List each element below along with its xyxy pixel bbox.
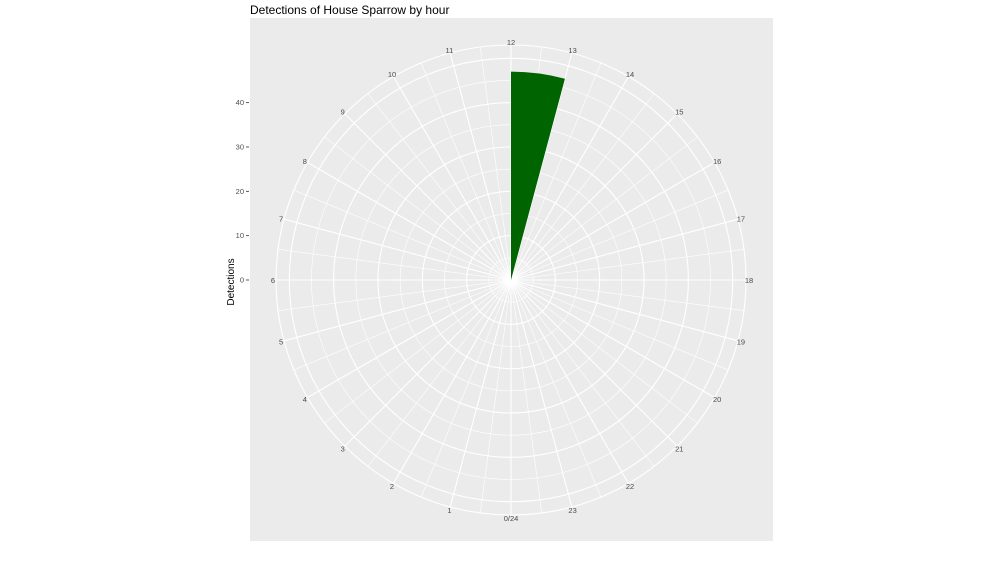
minor-grid-radial [510, 279, 655, 467]
major-grid-radial [449, 52, 512, 281]
minor-grid-radial [480, 46, 512, 281]
hour-tick-label: 16 [713, 157, 721, 166]
y-tick-label: 40 [236, 98, 244, 107]
minor-grid-radial [510, 279, 542, 514]
hour-tick-label: 18 [745, 276, 753, 285]
major-grid-radial [510, 279, 715, 398]
hour-tick-label: 21 [675, 444, 683, 453]
minor-grid-radial [510, 279, 729, 371]
minor-grid-radial [510, 279, 698, 424]
hour-tick-label: 0/24 [504, 514, 519, 523]
hour-tick-label: 22 [626, 482, 634, 491]
y-tick-label: 30 [236, 142, 244, 151]
hour-tick-label: 13 [568, 46, 576, 55]
minor-grid-radial [324, 136, 512, 281]
major-grid-radial [393, 76, 512, 281]
minor-grid-radial [420, 279, 512, 498]
major-grid-radial [283, 279, 512, 342]
minor-grid-radial [367, 279, 512, 467]
major-grid-radial [307, 279, 512, 398]
major-grid-radial [510, 279, 573, 508]
y-tick-label: 0 [240, 276, 244, 285]
hour-tick-label: 9 [341, 108, 345, 117]
hour-tick-label: 2 [390, 482, 394, 491]
hour-tick-label: 10 [388, 70, 396, 79]
hour-tick-label: 14 [626, 70, 634, 79]
hour-tick-label: 7 [279, 214, 283, 223]
hour-tick-label: 5 [279, 338, 283, 347]
hour-tick-label: 15 [675, 108, 683, 117]
minor-grid-radial [367, 93, 512, 281]
minor-grid-radial [510, 93, 655, 281]
y-tick-label: 10 [236, 231, 244, 240]
y-axis-label: Detections [226, 258, 237, 305]
hour-tick-label: 4 [303, 395, 307, 404]
major-grid-radial [510, 76, 629, 281]
minor-grid-radial [277, 249, 512, 281]
minor-grid-radial [510, 279, 745, 311]
major-grid-radial [393, 279, 512, 484]
hour-tick-label: 17 [737, 214, 745, 223]
minor-grid-radial [510, 249, 745, 281]
minor-grid-radial [510, 189, 729, 281]
major-grid-radial [344, 279, 512, 447]
major-grid-radial [307, 162, 512, 281]
major-grid-radial [283, 218, 512, 281]
minor-grid-radial [510, 136, 698, 281]
minor-grid-radial [480, 279, 512, 514]
hour-tick-label: 12 [507, 38, 515, 47]
bar-hour-12 [511, 71, 565, 280]
hour-tick-label: 3 [341, 444, 345, 453]
major-grid-radial [510, 162, 715, 281]
major-grid-radial [510, 218, 739, 281]
minor-grid-radial [324, 279, 512, 424]
hour-tick-label: 11 [446, 46, 454, 55]
hour-tick-label: 1 [447, 506, 451, 515]
major-grid-radial [510, 279, 739, 342]
major-grid-radial [510, 113, 678, 281]
hour-tick-label: 6 [271, 276, 275, 285]
hour-tick-label: 19 [737, 338, 745, 347]
hour-tick-label: 23 [568, 506, 576, 515]
minor-grid-radial [277, 279, 512, 311]
major-grid-radial [510, 279, 678, 447]
minor-grid-radial [293, 279, 512, 371]
minor-grid-radial [420, 62, 512, 281]
major-grid-radial [449, 279, 512, 508]
minor-grid-radial [510, 62, 602, 281]
hour-tick-label: 20 [713, 395, 721, 404]
hour-tick-label: 8 [303, 157, 307, 166]
major-grid-radial [510, 279, 629, 484]
y-tick-label: 20 [236, 187, 244, 196]
minor-grid-radial [293, 189, 512, 281]
minor-grid-radial [510, 279, 602, 498]
major-grid-radial [344, 113, 512, 281]
chart-title: Detections of House Sparrow by hour [250, 3, 450, 17]
